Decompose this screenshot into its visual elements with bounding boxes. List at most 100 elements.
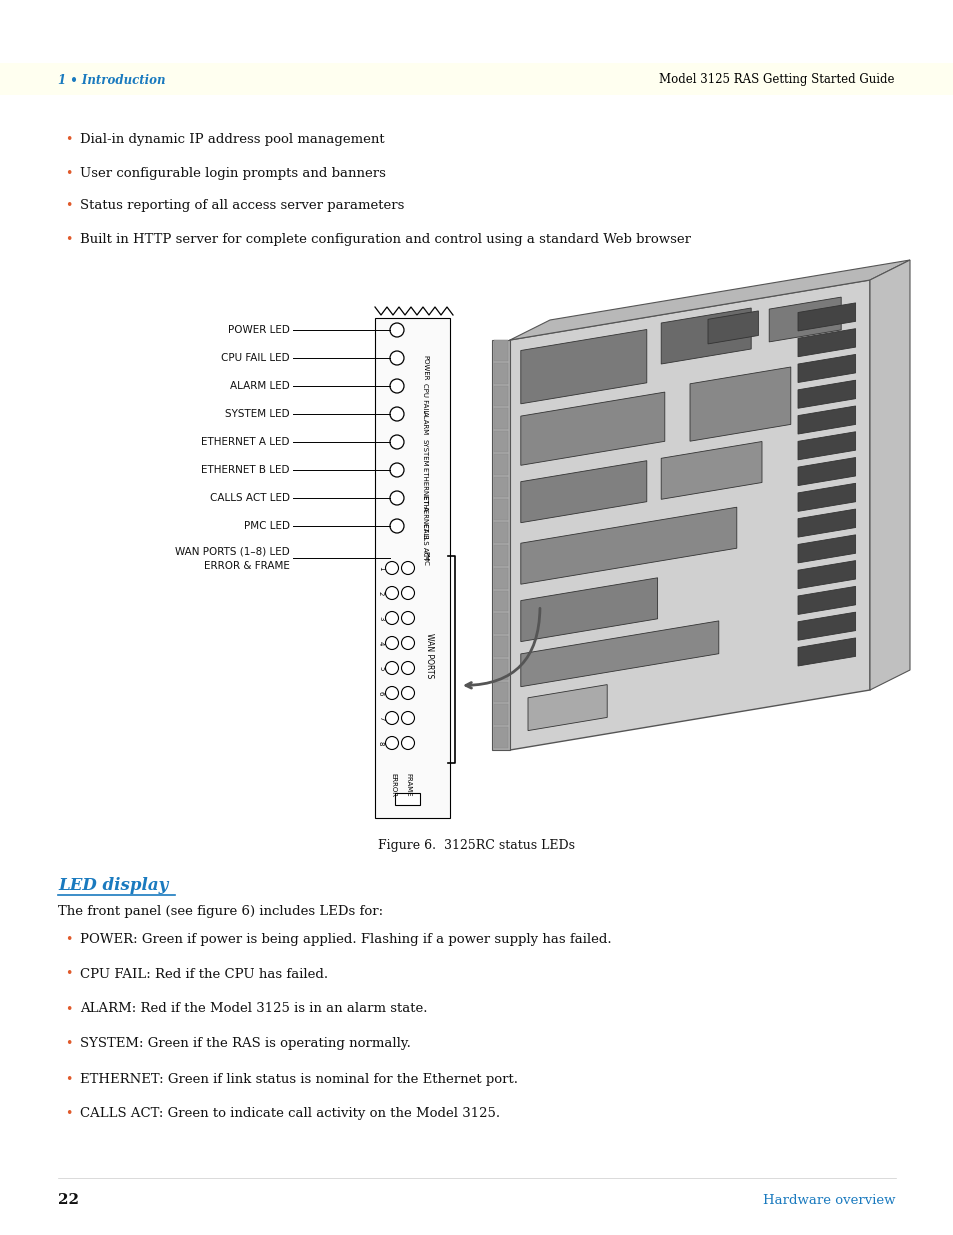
Bar — [494, 363, 507, 384]
Circle shape — [390, 379, 403, 393]
Bar — [494, 659, 507, 679]
Text: ETHERNET B: ETHERNET B — [421, 495, 428, 538]
Text: CALLS ACT LED: CALLS ACT LED — [210, 493, 290, 503]
Text: •: • — [65, 1108, 72, 1120]
Bar — [494, 454, 507, 474]
Bar — [0, 63, 953, 95]
Text: CPU FAIL LED: CPU FAIL LED — [221, 353, 290, 363]
Circle shape — [401, 636, 414, 650]
Text: CPU FAIL: Red if the CPU has failed.: CPU FAIL: Red if the CPU has failed. — [80, 967, 328, 981]
Circle shape — [401, 687, 414, 699]
Text: 4: 4 — [377, 641, 384, 645]
Text: •: • — [65, 932, 72, 946]
Text: •: • — [65, 1072, 72, 1086]
Text: Figure 6.  3125RC status LEDs: Figure 6. 3125RC status LEDs — [378, 839, 575, 851]
Text: PMC LED: PMC LED — [244, 521, 290, 531]
Text: CALLS ACT: CALLS ACT — [421, 522, 428, 561]
Polygon shape — [660, 308, 750, 364]
Text: 1: 1 — [377, 566, 384, 571]
Polygon shape — [520, 330, 646, 404]
Polygon shape — [869, 261, 909, 690]
Text: •: • — [65, 1003, 72, 1015]
Text: Model 3125 RAS Getting Started Guide: Model 3125 RAS Getting Started Guide — [659, 74, 894, 86]
Polygon shape — [520, 508, 736, 584]
Text: 1 • Introduction: 1 • Introduction — [58, 74, 165, 86]
Text: ALARM LED: ALARM LED — [230, 382, 290, 391]
Text: Hardware overview: Hardware overview — [762, 1193, 895, 1207]
Text: CPU FAIL: CPU FAIL — [421, 383, 428, 414]
Text: •: • — [65, 133, 72, 147]
Circle shape — [385, 611, 398, 625]
Circle shape — [390, 435, 403, 450]
Circle shape — [385, 687, 398, 699]
Text: 3: 3 — [377, 616, 384, 620]
Text: Status reporting of all access server parameters: Status reporting of all access server pa… — [80, 200, 404, 212]
Text: ETHERNET A: ETHERNET A — [421, 467, 428, 511]
Circle shape — [390, 519, 403, 534]
Circle shape — [390, 324, 403, 337]
Polygon shape — [520, 578, 657, 642]
Circle shape — [401, 587, 414, 599]
Polygon shape — [797, 613, 855, 640]
Polygon shape — [797, 380, 855, 409]
Text: CALLS ACT: Green to indicate call activity on the Model 3125.: CALLS ACT: Green to indicate call activi… — [80, 1108, 499, 1120]
Polygon shape — [797, 329, 855, 357]
Text: 8: 8 — [377, 741, 384, 745]
Bar — [494, 409, 507, 429]
Circle shape — [390, 408, 403, 421]
Text: PMC: PMC — [421, 551, 428, 566]
Text: FRAME: FRAME — [405, 773, 411, 797]
Circle shape — [401, 662, 414, 674]
Circle shape — [385, 636, 398, 650]
Text: •: • — [65, 967, 72, 981]
Text: ETHERNET A LED: ETHERNET A LED — [201, 437, 290, 447]
Bar — [494, 385, 507, 406]
Polygon shape — [689, 367, 790, 441]
Text: SYSTEM: SYSTEM — [421, 438, 428, 467]
Text: ERROR & FRAME: ERROR & FRAME — [204, 561, 290, 571]
Text: SYSTEM: Green if the RAS is operating normally.: SYSTEM: Green if the RAS is operating no… — [80, 1037, 411, 1051]
Text: WAN PORTS (1–8) LED: WAN PORTS (1–8) LED — [175, 546, 290, 556]
Bar — [494, 340, 507, 361]
Text: POWER: Green if power is being applied. Flashing if a power supply has failed.: POWER: Green if power is being applied. … — [80, 932, 611, 946]
Text: POWER: POWER — [421, 354, 428, 380]
Circle shape — [401, 611, 414, 625]
Bar — [494, 590, 507, 611]
Text: User configurable login prompts and banners: User configurable login prompts and bann… — [80, 167, 385, 179]
Polygon shape — [797, 638, 855, 666]
Polygon shape — [492, 340, 510, 750]
Text: LED display: LED display — [58, 877, 168, 894]
Bar — [494, 704, 507, 725]
Circle shape — [390, 351, 403, 366]
Text: •: • — [65, 232, 72, 246]
Text: ETHERNET B LED: ETHERNET B LED — [201, 466, 290, 475]
Text: Dial-in dynamic IP address pool management: Dial-in dynamic IP address pool manageme… — [80, 133, 384, 147]
Polygon shape — [520, 391, 664, 466]
Polygon shape — [797, 587, 855, 615]
Text: ETHERNET: Green if link status is nominal for the Ethernet port.: ETHERNET: Green if link status is nomina… — [80, 1072, 517, 1086]
Text: ERROR: ERROR — [390, 773, 395, 797]
Text: Built in HTTP server for complete configuration and control using a standard Web: Built in HTTP server for complete config… — [80, 232, 690, 246]
Circle shape — [401, 711, 414, 725]
Text: SYSTEM LED: SYSTEM LED — [225, 409, 290, 419]
Text: 2: 2 — [377, 590, 384, 595]
Polygon shape — [797, 561, 855, 589]
Bar — [494, 499, 507, 520]
Polygon shape — [520, 621, 718, 687]
Bar — [494, 682, 507, 703]
Polygon shape — [797, 535, 855, 563]
Circle shape — [385, 736, 398, 750]
Text: 22: 22 — [58, 1193, 79, 1207]
Circle shape — [385, 711, 398, 725]
Bar — [494, 522, 507, 543]
Circle shape — [385, 587, 398, 599]
Polygon shape — [527, 684, 606, 731]
Text: •: • — [65, 1037, 72, 1051]
Polygon shape — [797, 406, 855, 433]
Bar — [395, 793, 419, 805]
Circle shape — [390, 492, 403, 505]
Text: •: • — [65, 167, 72, 179]
Bar — [494, 614, 507, 634]
Polygon shape — [797, 509, 855, 537]
Polygon shape — [510, 261, 909, 340]
